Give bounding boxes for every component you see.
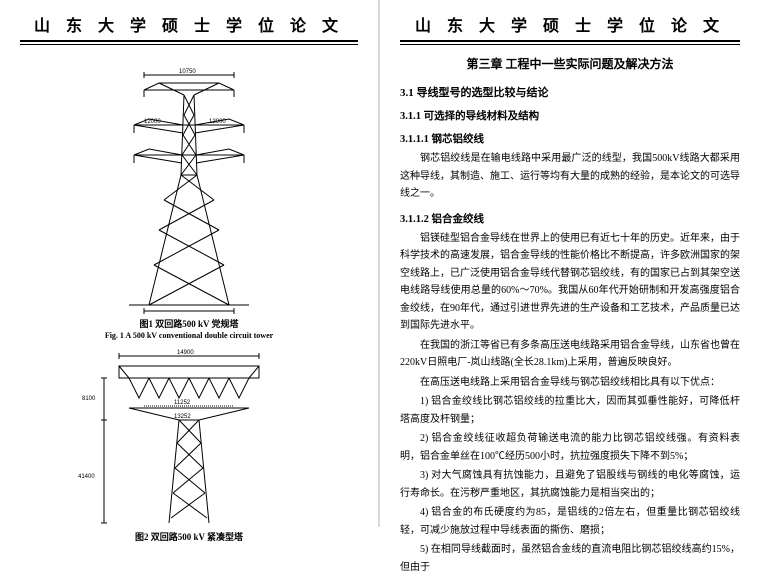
right-page: 山 东 大 学 硕 士 学 位 论 文 第三章 工程中一些实际问题及解决方法 3…	[380, 0, 760, 527]
dim-mid-l: 12000	[144, 119, 161, 125]
page-header-left: 山 东 大 学 硕 士 学 位 论 文	[20, 12, 358, 42]
dim2-h2: 41400	[78, 474, 95, 480]
chapter-title: 第三章 工程中一些实际问题及解决方法	[400, 55, 740, 72]
section-3-1: 3.1 导线型号的选型比较与结论	[400, 84, 740, 100]
header-rule	[20, 44, 358, 45]
dim2-mid2: 13252	[174, 414, 191, 420]
dim2-top: 14900	[177, 350, 194, 356]
header-rule-right	[400, 44, 740, 45]
figure-2: 14900 11252 13252 8100 41400 图2 双回路500 k…	[20, 348, 358, 543]
figure-1: 10750 12000 12000 13470 图1 双回路500 kV 党规塔…	[20, 55, 358, 340]
li-1: 1) 铝合金绞线比钢芯铝绞线的拉重比大，因而其弧垂性能好，可降低杆塔高度及杆钢量…	[400, 393, 740, 428]
para-3112a: 铝镁硅型铝合金导线在世界上的使用已有近七十年的历史。近年来，由于科学技术的高速发…	[400, 230, 740, 335]
section-3-1-1: 3.1.1 可选择的导线材料及结构	[400, 108, 740, 123]
li-3: 3) 对大气腐蚀具有抗蚀能力，且避免了铝股线与钢线的电化等腐蚀，运行寿命长。在污…	[400, 467, 740, 502]
para-3112c: 在高压送电线路上采用铝合金导线与钢芯铝绞线相比具有以下优点：	[400, 374, 740, 392]
fig2-caption-cn: 图2 双回路500 kV 紧凑型塔	[20, 530, 358, 543]
tower-2-svg: 14900 11252 13252 8100 41400	[74, 348, 304, 528]
dim-top: 10750	[179, 69, 196, 75]
section-3-1-1-1: 3.1.1.1 钢芯铝绞线	[400, 131, 740, 146]
fig1-caption-en: Fig. 1 A 500 kV conventional double circ…	[20, 331, 358, 340]
dim-mid-r: 12000	[209, 119, 226, 125]
dim2-mid1: 11252	[174, 400, 191, 406]
li-4: 4) 铝合金的布氏硬度约为85，是铝线的2倍左右，但重量比钢芯铝绞线轻，可减少施…	[400, 504, 740, 539]
para-3111: 钢芯铝绞线是在输电线路中采用最广泛的线型，我国500kV线路大都采用这种导线，其…	[400, 150, 740, 203]
tower-1-svg: 10750 12000 12000 13470	[89, 55, 289, 315]
fig1-caption-cn: 图1 双回路500 kV 党规塔	[20, 317, 358, 330]
section-3-1-1-2: 3.1.1.2 铝合金绞线	[400, 211, 740, 226]
li-2: 2) 铝合金绞线征收超负荷输送电流的能力比钢芯铝绞线强。有资料表明，铝合金单丝在…	[400, 430, 740, 465]
li-5: 5) 在相同导线截面时，虽然铝合金线的直流电阻比钢芯铝绞线高约15%，但由于	[400, 541, 740, 576]
page-header-right: 山 东 大 学 硕 士 学 位 论 文	[400, 12, 740, 42]
left-page: 山 东 大 学 硕 士 学 位 论 文	[0, 0, 380, 527]
dim2-h1: 8100	[82, 396, 96, 402]
para-3112b: 在我国的浙江等省已有多条高压送电线路采用铝合金导线，山东省也曾在220kV日照电…	[400, 337, 740, 372]
